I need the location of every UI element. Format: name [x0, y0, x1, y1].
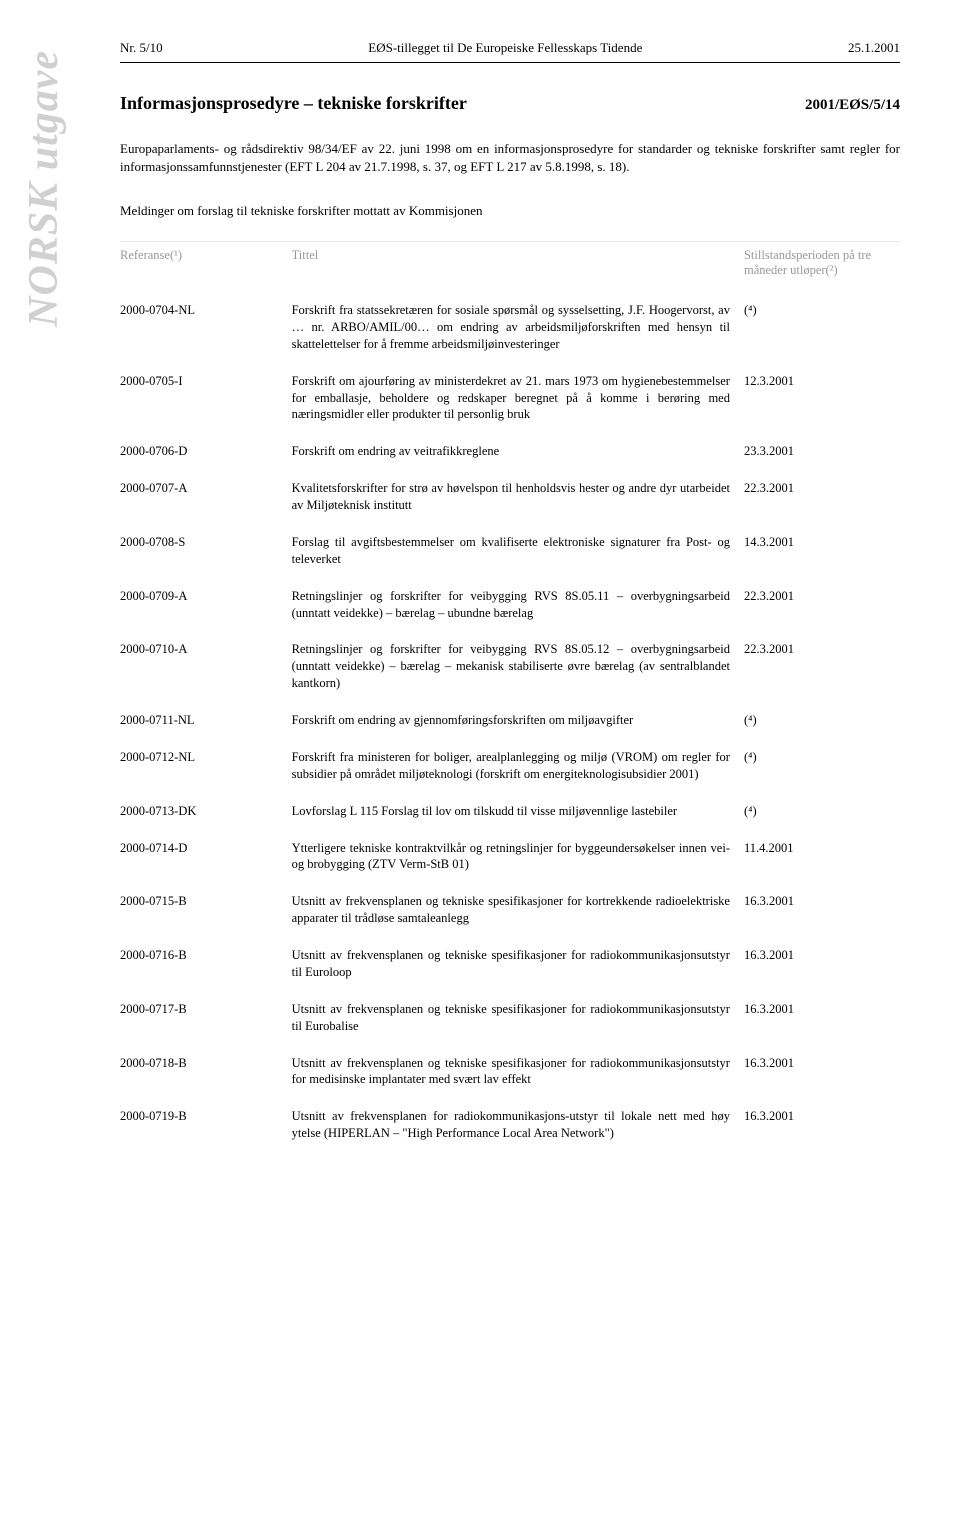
header-publication-title: EØS-tillegget til De Europeiske Fellessk… [163, 40, 848, 56]
table-row: 2000-0712-NLForskrift fra ministeren for… [120, 739, 900, 793]
cell-period: (⁴) [744, 292, 900, 363]
cell-period: 16.3.2001 [744, 991, 900, 1045]
cell-reference: 2000-0716-B [120, 937, 292, 991]
page-header: Nr. 5/10 EØS-tillegget til De Europeiske… [120, 40, 900, 63]
cell-title: Utsnitt av frekvensplanen for radiokommu… [292, 1098, 744, 1152]
cell-period: 22.3.2001 [744, 578, 900, 632]
cell-period: 11.4.2001 [744, 830, 900, 884]
cell-title: Forskrift fra ministeren for boliger, ar… [292, 739, 744, 793]
table-row: 2000-0710-ARetningslinjer og forskrifter… [120, 631, 900, 702]
cell-title: Forskrift om endring av veitrafikkreglen… [292, 433, 744, 470]
cell-reference: 2000-0713-DK [120, 793, 292, 830]
document-title: Informasjonsprosedyre – tekniske forskri… [120, 93, 467, 114]
table-row: 2000-0715-BUtsnitt av frekvensplanen og … [120, 883, 900, 937]
cell-title: Utsnitt av frekvensplanen og tekniske sp… [292, 1045, 744, 1099]
cell-title: Forslag til avgiftsbestemmelser om kvali… [292, 524, 744, 578]
cell-reference: 2000-0715-B [120, 883, 292, 937]
cell-reference: 2000-0719-B [120, 1098, 292, 1152]
cell-reference: 2000-0710-A [120, 631, 292, 702]
cell-reference: 2000-0717-B [120, 991, 292, 1045]
cell-period: 16.3.2001 [744, 1098, 900, 1152]
cell-reference: 2000-0704-NL [120, 292, 292, 363]
cell-period: 22.3.2001 [744, 631, 900, 702]
cell-title: Forskrift fra statssekretæren for sosial… [292, 292, 744, 363]
table-row: 2000-0711-NLForskrift om endring av gjen… [120, 702, 900, 739]
col-header-reference: Referanse(¹) [120, 242, 292, 293]
cell-reference: 2000-0708-S [120, 524, 292, 578]
table-caption: Meldinger om forslag til tekniske forskr… [120, 203, 900, 219]
cell-title: Kvalitetsforskrifter for strø av høvelsp… [292, 470, 744, 524]
header-issue-number: Nr. 5/10 [120, 40, 163, 56]
col-header-title: Tittel [292, 242, 744, 293]
cell-title: Utsnitt av frekvensplanen og tekniske sp… [292, 991, 744, 1045]
cell-reference: 2000-0711-NL [120, 702, 292, 739]
cell-title: Retningslinjer og forskrifter for veibyg… [292, 631, 744, 702]
cell-period: (⁴) [744, 793, 900, 830]
cell-reference: 2000-0714-D [120, 830, 292, 884]
table-row: 2000-0705-IForskrift om ajourføring av m… [120, 363, 900, 434]
document-title-row: Informasjonsprosedyre – tekniske forskri… [120, 93, 900, 114]
table-row: 2000-0719-BUtsnitt av frekvensplanen for… [120, 1098, 900, 1152]
table-row: 2000-0718-BUtsnitt av frekvensplanen og … [120, 1045, 900, 1099]
cell-period: 12.3.2001 [744, 363, 900, 434]
cell-period: 23.3.2001 [744, 433, 900, 470]
table-row: 2000-0717-BUtsnitt av frekvensplanen og … [120, 991, 900, 1045]
cell-reference: 2000-0706-D [120, 433, 292, 470]
cell-title: Lovforslag L 115 Forslag til lov om tils… [292, 793, 744, 830]
cell-period: 16.3.2001 [744, 883, 900, 937]
cell-title: Utsnitt av frekvensplanen og tekniske sp… [292, 937, 744, 991]
table-row: 2000-0709-ARetningslinjer og forskrifter… [120, 578, 900, 632]
table-row: 2000-0706-DForskrift om endring av veitr… [120, 433, 900, 470]
col-header-period: Stillstandsperioden på tre måneder utløp… [744, 242, 900, 293]
table-row: 2000-0713-DKLovforslag L 115 Forslag til… [120, 793, 900, 830]
cell-title: Forskrift om ajourføring av ministerdekr… [292, 363, 744, 434]
cell-period: 14.3.2001 [744, 524, 900, 578]
cell-period: 16.3.2001 [744, 937, 900, 991]
regulations-table: Referanse(¹) Tittel Stillstandsperioden … [120, 241, 900, 1152]
table-row: 2000-0716-BUtsnitt av frekvensplanen og … [120, 937, 900, 991]
vertical-margin-label: NORSK utgave [20, 50, 68, 327]
table-row: 2000-0714-DYtterligere tekniske kontrakt… [120, 830, 900, 884]
header-date: 25.1.2001 [848, 40, 900, 56]
cell-title: Retningslinjer og forskrifter for veibyg… [292, 578, 744, 632]
intro-paragraph: Europaparlaments- og rådsdirektiv 98/34/… [120, 140, 900, 175]
document-id: 2001/EØS/5/14 [805, 97, 900, 114]
cell-title: Forskrift om endring av gjennomføringsfo… [292, 702, 744, 739]
cell-period: (⁴) [744, 739, 900, 793]
cell-period: (⁴) [744, 702, 900, 739]
table-row: 2000-0707-AKvalitetsforskrifter for strø… [120, 470, 900, 524]
cell-reference: 2000-0712-NL [120, 739, 292, 793]
cell-title: Ytterligere tekniske kontraktvilkår og r… [292, 830, 744, 884]
cell-reference: 2000-0705-I [120, 363, 292, 434]
cell-period: 22.3.2001 [744, 470, 900, 524]
cell-reference: 2000-0707-A [120, 470, 292, 524]
table-row: 2000-0704-NLForskrift fra statssekretære… [120, 292, 900, 363]
table-row: 2000-0708-SForslag til avgiftsbestemmels… [120, 524, 900, 578]
cell-title: Utsnitt av frekvensplanen og tekniske sp… [292, 883, 744, 937]
cell-reference: 2000-0718-B [120, 1045, 292, 1099]
cell-period: 16.3.2001 [744, 1045, 900, 1099]
cell-reference: 2000-0709-A [120, 578, 292, 632]
